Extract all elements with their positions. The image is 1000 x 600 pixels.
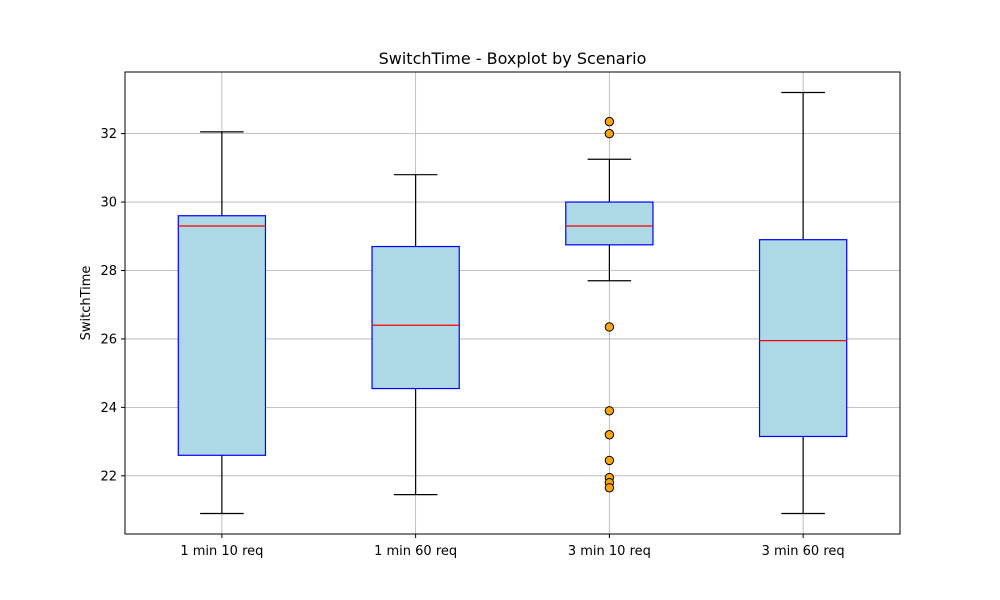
box-iqr [565,201,654,246]
plot-area-frame [124,71,901,535]
box-group [371,174,460,496]
outlier-point [604,406,615,416]
x-tick-label: 3 min 10 req [568,544,651,559]
x-tick-label: 3 min 60 req [762,544,845,559]
outlier-point [604,322,615,332]
x-tick-label: 1 min 10 req [180,544,263,559]
box-group [758,91,848,515]
x-tick-label: 1 min 60 req [374,544,457,559]
box-iqr [758,239,848,438]
box-group [177,131,267,515]
box-group [565,116,654,493]
axis-ticks: 22 24 26 28 30 32 1 min 10 req 1 min 60 req 3 mi… [100,127,844,559]
box-iqr [177,215,267,456]
box-series [177,91,848,515]
box-iqr [371,245,460,390]
y-tick-label: 32 [100,127,117,142]
y-tick-label: 22 [100,469,117,484]
y-tick-label: 26 [100,332,117,347]
outlier-point [604,483,615,493]
chart-title: SwitchTime - Boxplot by Scenario [379,49,647,68]
outlier-point [604,455,615,466]
y-tick-label: 30 [100,196,117,211]
outlier-point [604,116,615,127]
outlier-point [604,430,615,440]
y-tick-label: 28 [100,264,117,279]
y-tick-label: 24 [100,401,117,416]
outlier-point [604,128,615,139]
y-axis-label: SwitchTime [79,266,94,341]
